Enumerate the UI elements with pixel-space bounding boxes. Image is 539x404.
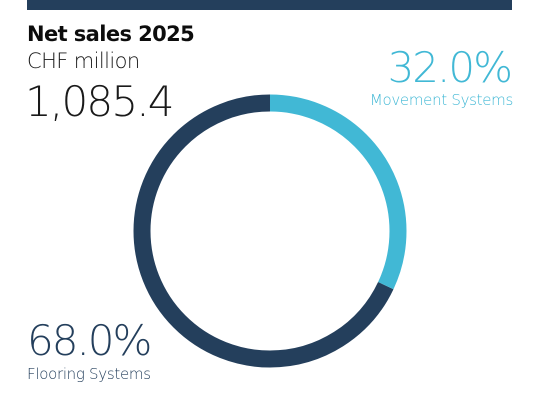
- donut-segment-movement: [133, 94, 407, 368]
- total-value: 1,085.4: [25, 77, 175, 126]
- chart-title: Net sales 2025: [27, 22, 195, 46]
- movement-percentage: 32.0%: [387, 43, 513, 92]
- movement-label: Movement Systems: [369, 91, 513, 109]
- header-bar: [27, 0, 512, 10]
- chart-unit: CHF million: [27, 49, 140, 73]
- flooring-percentage: 68.0%: [27, 316, 152, 365]
- flooring-label: Flooring Systems: [27, 365, 151, 383]
